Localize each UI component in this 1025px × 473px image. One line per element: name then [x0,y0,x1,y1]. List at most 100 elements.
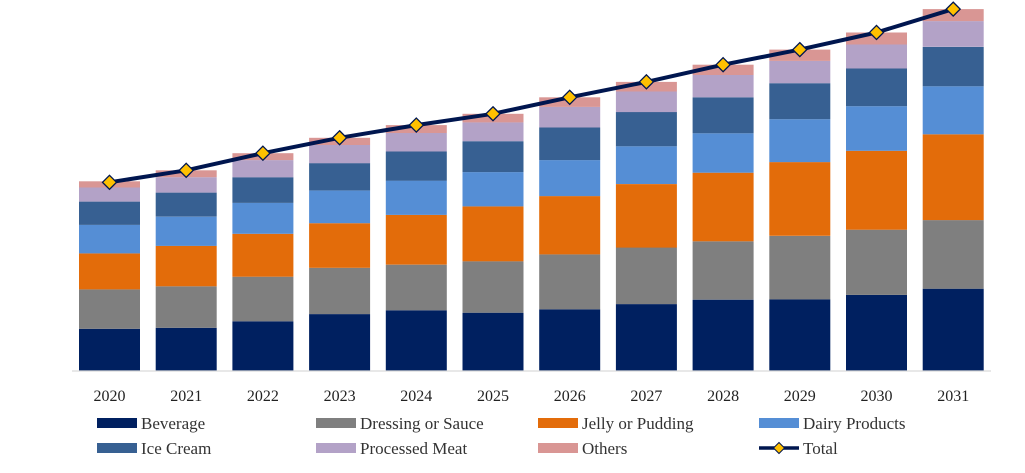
legend-item-total: Total [759,439,838,458]
bar-jelly-or-pudding-2031 [922,134,984,221]
bar-processed-meat-2028 [692,75,754,98]
bar-processed-meat-2024 [385,133,447,152]
bar-dairy-products-2020 [79,224,140,254]
x-tick-label: 2029 [784,388,816,405]
legend: Beverage Dressing or Sauce Jelly or Puddin… [97,414,905,458]
bar-jelly-or-pudding-2021 [155,245,217,287]
bar-dairy-products-2031 [922,86,984,135]
bar-jelly-or-pudding-2029 [769,162,831,236]
bar-processed-meat-2026 [539,106,601,128]
x-tick-labels: 2020 2021 2022 2023 2024 2025 2026 2027 2028 2029… [94,388,970,405]
bar-dairy-products-2024 [385,180,447,215]
bar-dairy-products-2021 [155,216,217,246]
bar-ice-cream-2022 [232,177,294,203]
legend-swatch [97,418,137,428]
bar-jelly-or-pudding-2030 [846,150,907,230]
bar-beverage-2030 [846,294,907,371]
bar-jelly-or-pudding-2025 [462,206,524,262]
legend-item-jelly-or-pudding: Jelly or Pudding [538,414,694,433]
total-point-2021 [178,162,195,179]
legend-label: Dressing or Sauce [360,414,484,433]
bar-beverage-2026 [539,309,601,371]
bar-dairy-products-2023 [309,190,371,224]
x-tick-label: 2022 [247,388,279,405]
bar-processed-meat-2027 [615,91,677,113]
legend-swatch [316,443,356,453]
legend-swatch [538,443,578,453]
bar-dairy-products-2026 [539,160,601,197]
legend-label: Ice Cream [141,439,211,458]
bar-ice-cream-2025 [462,141,524,173]
x-tick-label: 2025 [477,388,509,405]
legend-item-others: Others [538,439,627,458]
bar-ice-cream-2023 [309,163,371,191]
legend-item-dressing-or-sauce: Dressing or Sauce [316,414,484,433]
bar-dairy-products-2028 [692,133,754,173]
bar-dairy-products-2029 [769,119,831,163]
total-line [109,7,954,185]
bar-jelly-or-pudding-2022 [232,233,294,277]
legend-label: Processed Meat [360,439,467,458]
bar-beverage-2024 [385,310,447,371]
bar-beverage-2021 [155,327,217,371]
legend-swatch [97,443,137,453]
x-tick-label: 2021 [170,388,202,405]
legend-item-processed-meat: Processed Meat [316,439,467,458]
bar-dairy-products-2025 [462,172,524,207]
bar-jelly-or-pudding-2027 [615,184,677,248]
legend-swatch [538,418,578,428]
legend-swatch [316,418,356,428]
total-point-2025 [485,105,501,122]
x-tick-label: 2028 [707,388,739,405]
legend-label: Beverage [141,414,205,433]
bar-layer [79,9,984,371]
bar-dressing-or-sauce-2029 [769,235,831,300]
bar-processed-meat-2029 [769,60,831,84]
bar-jelly-or-pudding-2023 [309,223,371,268]
bar-dressing-or-sauce-2021 [155,286,217,328]
bar-beverage-2029 [769,299,831,371]
legend-item-ice-cream: Ice Cream [97,439,211,458]
bar-beverage-2027 [615,304,677,371]
bar-dairy-products-2030 [846,106,907,151]
legend-item-beverage: Beverage [97,414,205,433]
bar-ice-cream-2028 [692,97,754,134]
bar-jelly-or-pudding-2028 [692,172,754,242]
bar-jelly-or-pudding-2020 [79,253,140,290]
bar-ice-cream-2020 [79,201,140,225]
bar-dressing-or-sauce-2022 [232,276,294,322]
total-point-2027 [638,73,655,90]
x-tick-label: 2030 [861,388,893,405]
bar-beverage-2020 [79,328,140,371]
x-tick-label: 2031 [937,388,969,405]
total-point-2029 [791,41,808,58]
x-tick-label: 2023 [324,388,356,405]
legend-label: Total [803,439,838,458]
bar-dressing-or-sauce-2023 [309,267,371,315]
bar-ice-cream-2030 [846,68,907,107]
bar-beverage-2025 [462,312,524,371]
bar-ice-cream-2029 [769,83,831,120]
bar-ice-cream-2027 [615,112,677,147]
total-point-2031 [945,1,962,18]
legend-label: Jelly or Pudding [582,414,694,433]
bar-processed-meat-2021 [155,177,217,193]
bar-dressing-or-sauce-2027 [615,247,677,305]
legend-label: Others [582,439,627,458]
bar-dairy-products-2027 [615,146,677,184]
x-tick-label: 2020 [94,388,126,405]
total-point-2024 [408,117,425,133]
bar-processed-meat-2025 [462,122,524,142]
x-tick-label: 2026 [554,388,586,405]
bar-dairy-products-2022 [232,202,294,234]
total-point-2028 [715,56,732,73]
x-tick-label: 2027 [630,388,662,405]
bar-processed-meat-2030 [846,44,907,69]
legend-label: Dairy Products [803,414,905,433]
legend-swatch [759,418,799,428]
bar-processed-meat-2020 [79,187,140,202]
bar-processed-meat-2023 [309,145,371,164]
bar-dressing-or-sauce-2030 [846,229,907,295]
bar-processed-meat-2022 [232,160,294,178]
bar-beverage-2022 [232,321,294,371]
